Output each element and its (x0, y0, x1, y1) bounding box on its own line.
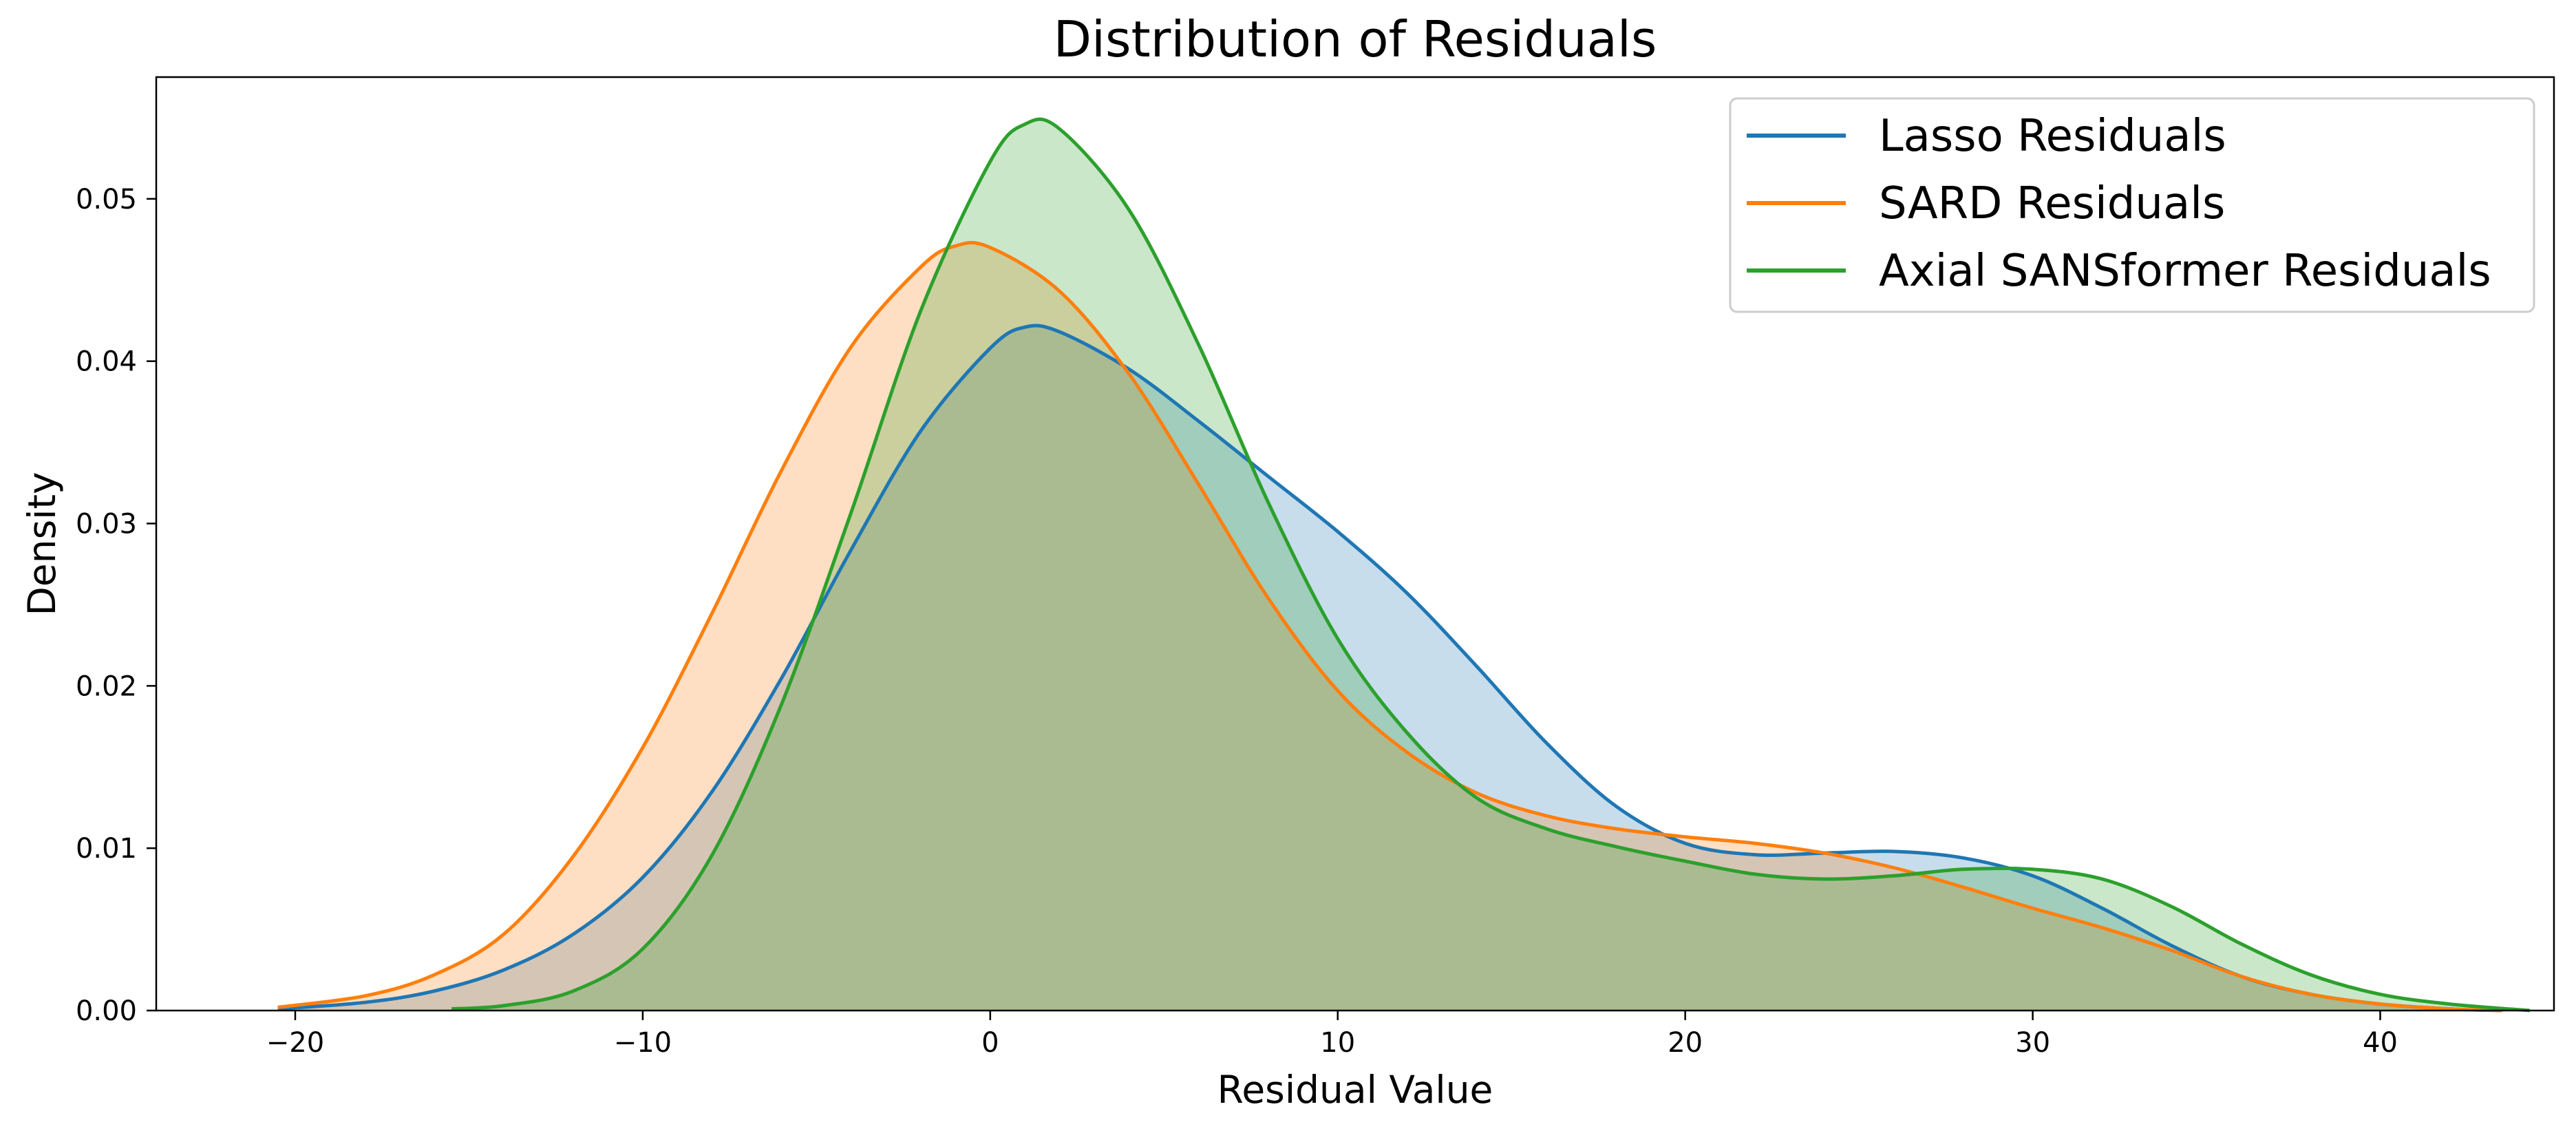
legend-label-lasso: Lasso Residuals (1879, 111, 2226, 162)
x-axis-ticks: −20 −10 0 10 20 30 40 (266, 1011, 2398, 1059)
y-tick-label: 0.03 (76, 509, 137, 540)
x-tick-label: 20 (1668, 1027, 1703, 1059)
series-lines (277, 117, 2530, 1013)
area-fill-lasso (277, 325, 2502, 1011)
x-tick-label: 10 (1320, 1027, 1355, 1059)
x-tick-label: 0 (981, 1027, 999, 1059)
x-tick-label: 30 (2015, 1027, 2050, 1059)
plot-frame (155, 76, 2555, 1012)
y-tick-label: 0.05 (76, 184, 137, 215)
y-tick-label: 0.02 (76, 670, 137, 702)
area-fill-sard (277, 242, 2502, 1011)
legend: Lasso Residuals SARD Residuals Axial SAN… (1729, 97, 2535, 313)
x-tick-label: 40 (2363, 1027, 2398, 1059)
series-line-sard (277, 241, 2502, 1013)
area-fill-axial-sansformer (451, 119, 2530, 1011)
series-line-axial-sansformer (451, 117, 2530, 1013)
x-tick-label: −20 (266, 1027, 324, 1059)
legend-label-axial-sansformer: Axial SANSformer Residuals (1879, 246, 2491, 297)
y-tick-label: 0.04 (76, 346, 137, 378)
legend-box (1729, 97, 2535, 313)
series-line-lasso (277, 324, 2502, 1013)
legend-label-sard: SARD Residuals (1879, 178, 2225, 229)
y-axis-ticks: 0.00 0.01 0.02 0.03 0.04 0.05 (76, 184, 156, 1027)
area-fills (277, 119, 2530, 1011)
x-axis-label: Residual Value (1217, 1068, 1493, 1112)
chart-title: Distribution of Residuals (1054, 10, 1657, 68)
x-tick-label: −10 (614, 1027, 672, 1059)
y-axis-label: Density (20, 472, 64, 615)
y-tick-label: 0.01 (76, 833, 137, 865)
y-tick-label: 0.00 (76, 995, 137, 1027)
